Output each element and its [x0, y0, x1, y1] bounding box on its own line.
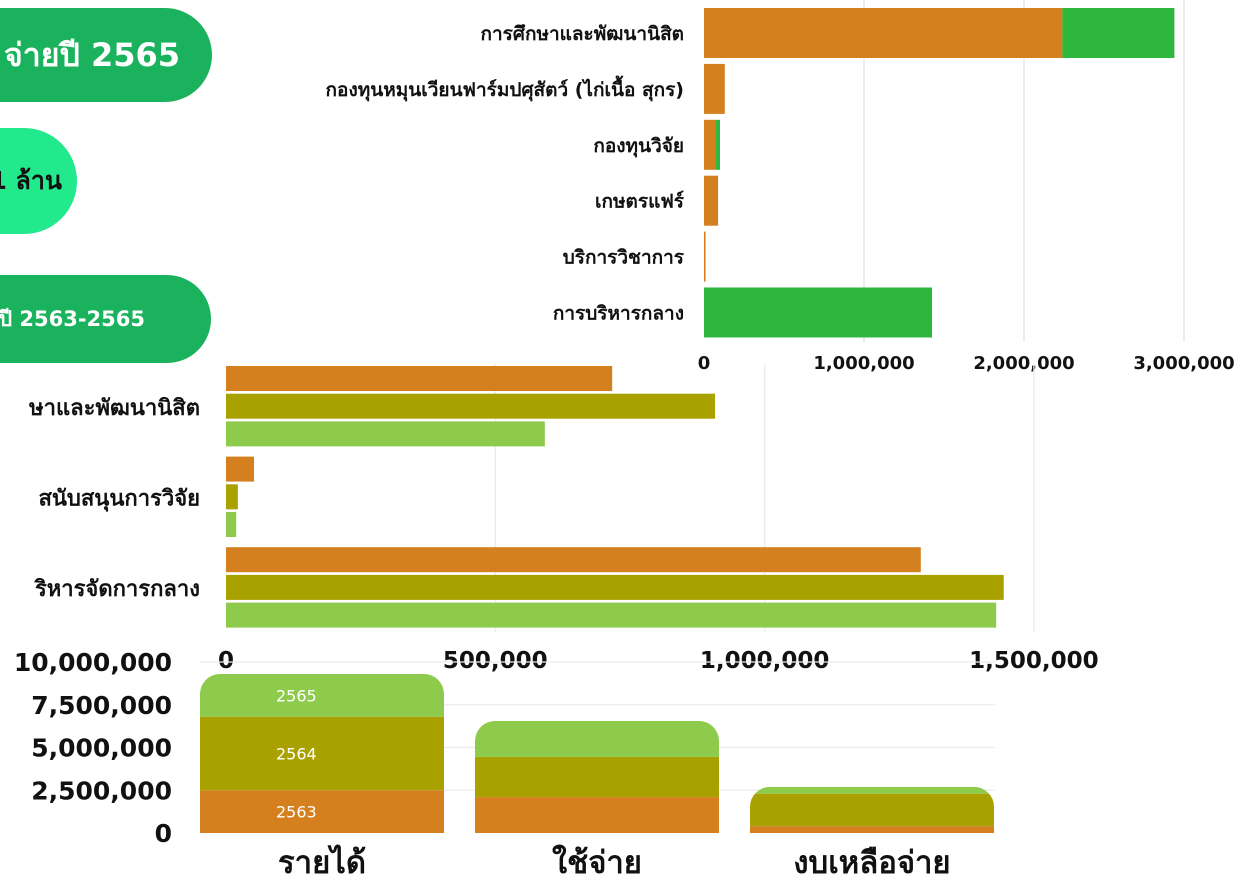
column-segment-2565: [475, 720, 719, 757]
bar-series-2: [226, 393, 716, 419]
year-title-pill: จ่ายปี 2565: [0, 8, 212, 102]
column-segment-2563: [475, 797, 719, 833]
bar-segment-1: [704, 175, 719, 226]
category-label: ริหารจัดการกลาง: [34, 577, 200, 602]
series-label: 2565: [276, 686, 317, 705]
column-segment-2565: [200, 673, 444, 717]
amount-pill-text: 1 ล้าน: [0, 166, 62, 195]
column-segment-2563: [200, 790, 444, 833]
category-label: งบเหลือจ่าย: [793, 845, 950, 881]
x-tick-label: 3,000,000: [1133, 353, 1234, 374]
bar-series-2: [226, 574, 1004, 600]
x-tick-label: 2,000,000: [973, 353, 1074, 374]
category-label: เกษตรแฟร์: [595, 191, 685, 213]
bar-segment-1: [704, 231, 706, 282]
bar-segment-1: [704, 119, 716, 170]
year-title-pill-text: จ่ายปี 2565: [4, 35, 180, 74]
bar-series-3: [226, 512, 237, 537]
y-tick-label: 0: [155, 819, 172, 848]
x-tick-label: 0: [218, 648, 234, 674]
budget-stacked-column-chart: 10,000,000 7,500,000 5,000,000 2,500,000 0 25…: [14, 648, 995, 881]
category-label: ษาและพัฒนานิสิต: [29, 396, 200, 421]
x-tick-label: 1,500,000: [969, 648, 1099, 674]
category-label: กองทุนวิจัย: [593, 135, 684, 158]
bar-segment-2: [704, 287, 932, 338]
category-label: การบริหารกลาง: [553, 303, 684, 325]
bar-series-1: [226, 547, 921, 573]
category-label: บริการวิชาการ: [563, 247, 685, 269]
bar-segment-1: [704, 63, 725, 114]
category-grouped-bar-chart: 0 500,000 1,000,000 1,500,000 ษาและพัฒนานิสิ…: [29, 364, 1099, 674]
y-tick-label: 2,500,000: [31, 776, 172, 805]
period-pill-text: ปี 2563-2565: [0, 306, 145, 331]
category-label: การศึกษาและพัฒนานิสิต: [481, 23, 685, 45]
column-segment-2563: [750, 826, 994, 833]
x-tick-label: 1,000,000: [813, 353, 914, 374]
bar-series-1: [226, 456, 255, 482]
category-label: กองทุนหมุนเวียนฟาร์มปศุสัตว์ (ไก่เนื้อ ส…: [326, 75, 684, 102]
category-label: รายได้: [278, 844, 366, 881]
bar-series-1: [226, 366, 613, 391]
column-segment-2564: [750, 793, 994, 827]
y-tick-label: 5,000,000: [31, 734, 172, 763]
period-pill: ปี 2563-2565: [0, 275, 211, 363]
series-label: 2563: [276, 803, 317, 822]
bar-series-3: [226, 421, 545, 447]
series-label: 2564: [276, 744, 317, 763]
column-segment-2564: [200, 716, 444, 791]
bar-segment-2: [1062, 8, 1175, 58]
bar-series-3: [226, 602, 997, 628]
x-tick-label: 0: [698, 353, 711, 374]
y-tick-label: 7,500,000: [31, 691, 172, 720]
bar-series-2: [226, 484, 238, 510]
x-tick-label: 1,000,000: [700, 648, 830, 674]
category-label: สนับสนุนการวิจัย: [38, 487, 200, 513]
bar-segment-1: [704, 8, 1063, 58]
bar-segment-2: [716, 119, 720, 170]
column-segment-2565: [750, 786, 994, 794]
category-label: ใช้จ่าย: [552, 844, 642, 881]
x-tick-label: 500,000: [443, 648, 548, 674]
column-segment-2564: [475, 756, 719, 798]
unit-stacked-bar-chart: 0 1,000,000 2,000,000 3,000,000 การศึกษาและพ…: [326, 0, 1235, 374]
y-tick-label: 10,000,000: [14, 648, 172, 677]
